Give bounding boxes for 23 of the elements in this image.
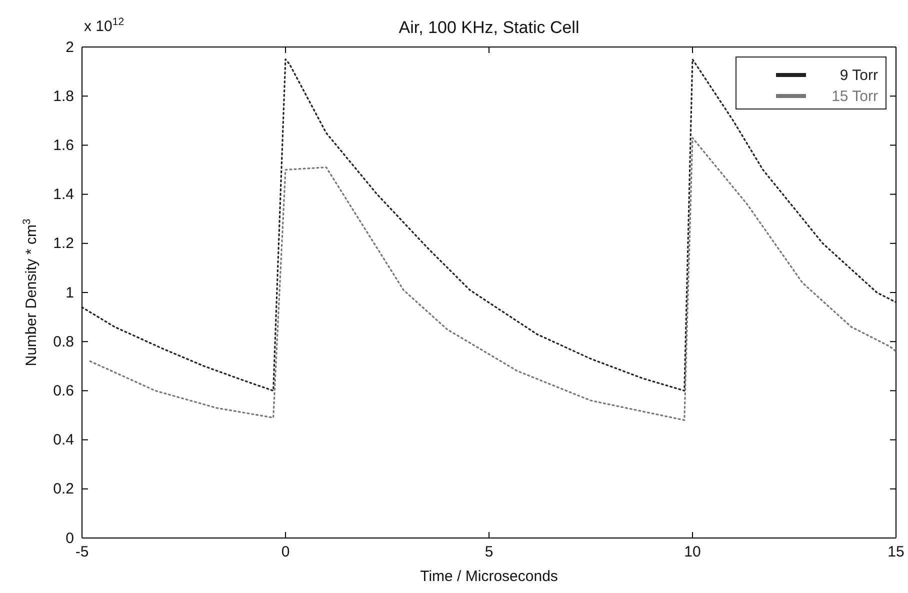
x-tick-label: 10 bbox=[684, 544, 701, 561]
x-tick-label: 0 bbox=[281, 544, 290, 561]
y-tick-label: 0 bbox=[66, 530, 74, 547]
line-series bbox=[89, 137, 897, 421]
x-tick-label: -5 bbox=[75, 544, 89, 561]
line-series bbox=[81, 58, 897, 392]
x-tick-label: 5 bbox=[484, 544, 494, 561]
y-tick-label: 1.6 bbox=[53, 137, 74, 154]
x-axis-title: Time / Microseconds bbox=[420, 568, 558, 585]
y-tick-label: 0.2 bbox=[53, 480, 74, 498]
y-tick-label: 0.4 bbox=[53, 432, 74, 449]
y-tick-label: 1.4 bbox=[53, 186, 74, 204]
y-tick-label: 1.2 bbox=[53, 235, 74, 252]
y-tick-label: 1 bbox=[66, 284, 74, 302]
y-tick-label: 0.6 bbox=[53, 382, 74, 400]
y-tick-label: 2 bbox=[66, 38, 74, 56]
y-tick-label: 1.8 bbox=[53, 88, 74, 105]
legend-label: 15 Torr bbox=[832, 88, 878, 105]
y-tick-label: 0.8 bbox=[53, 333, 74, 350]
text: x 10$^{12}$ bbox=[84, 16, 124, 35]
legend-label: 9 Torr bbox=[840, 67, 878, 84]
chart-title: Air, 100 KHz, Static Cell bbox=[398, 18, 580, 37]
x-tick-label: 15 bbox=[888, 544, 904, 561]
